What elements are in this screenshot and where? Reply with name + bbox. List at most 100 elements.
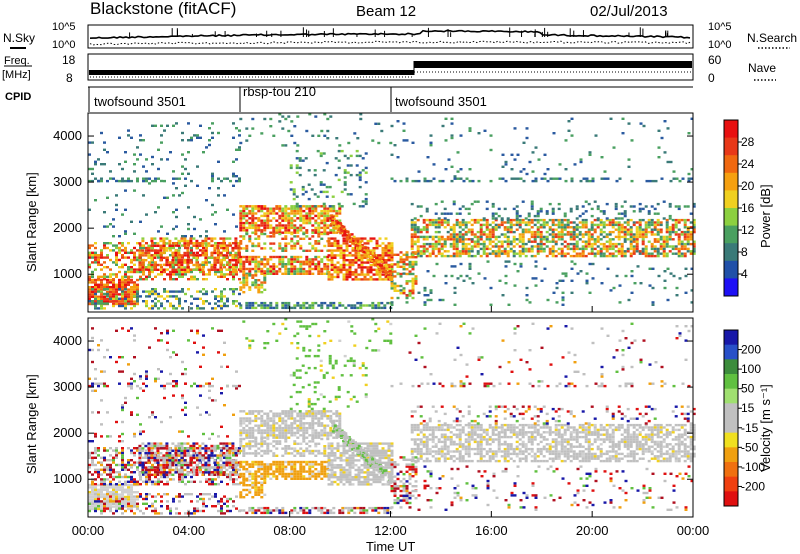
heatmap-cell: [305, 231, 309, 234]
heatmap-cell: [659, 238, 663, 241]
heatmap-cell: [545, 235, 549, 239]
heatmap-cell: [88, 466, 91, 469]
heatmap-cell: [205, 478, 208, 481]
heatmap-cell: [238, 483, 241, 486]
heatmap-cell: [178, 447, 181, 450]
heatmap-cell: [350, 233, 354, 236]
heatmap-cell: [525, 136, 529, 140]
heatmap-cell: [88, 246, 91, 250]
heatmap-cell: [530, 235, 534, 239]
heatmap-cell: [557, 207, 561, 211]
heatmap-cell: [369, 278, 373, 281]
heatmap-cell: [248, 209, 252, 213]
heatmap-cell: [150, 249, 154, 252]
heatmap-cell: [190, 139, 193, 142]
heatmap-cell: [162, 447, 166, 450]
heatmap-cell: [533, 230, 537, 234]
heatmap-cell: [330, 266, 334, 269]
heatmap-cell: [651, 267, 655, 270]
heatmap-cell: [169, 254, 172, 257]
heatmap-cell: [157, 478, 160, 481]
heatmap-cell: [534, 284, 538, 287]
heatmap-cell: [349, 173, 353, 177]
heatmap-cell: [296, 144, 300, 147]
heatmap-cell: [572, 235, 576, 239]
heatmap-cell: [518, 238, 522, 241]
heatmap-cell: [183, 266, 187, 269]
heatmap-cell: [494, 226, 498, 229]
heatmap-cell: [299, 270, 303, 273]
heatmap-cell: [97, 491, 100, 494]
heatmap-cell: [440, 223, 444, 227]
heatmap-cell: [560, 223, 564, 227]
heatmap-cell: [422, 250, 426, 253]
heatmap-cell: [257, 279, 261, 282]
heatmap-cell: [596, 235, 600, 239]
heatmap-cell: [106, 281, 109, 284]
heatmap-cell: [378, 258, 381, 261]
heatmap-cell: [503, 235, 507, 239]
heatmap-cell: [387, 254, 391, 257]
heatmap-cell: [106, 505, 109, 508]
heatmap-cell: [180, 261, 184, 264]
heatmap-cell: [437, 230, 441, 234]
heatmap-cell: [423, 294, 427, 297]
heatmap-cell: [570, 279, 574, 282]
heatmap-cell: [620, 228, 624, 231]
heatmap-cell: [186, 442, 190, 445]
heatmap-cell: [263, 276, 267, 279]
heatmap-cell: [666, 160, 670, 164]
heatmap-cell: [156, 444, 160, 448]
heatmap-cell: [237, 244, 241, 247]
heatmap-cell: [536, 245, 540, 248]
heatmap-cell: [665, 252, 669, 255]
heatmap-cell: [590, 233, 594, 236]
heatmap-cell: [675, 294, 679, 297]
heatmap-cell: [672, 177, 676, 180]
heatmap-cell: [686, 242, 690, 246]
heatmap-cell: [377, 267, 381, 270]
heatmap-cell: [222, 249, 226, 252]
heatmap-cell: [127, 447, 130, 450]
heatmap-cell: [106, 256, 109, 259]
heatmap-cell: [399, 251, 403, 254]
heatmap-cell: [351, 263, 355, 267]
heatmap-cell: [548, 228, 552, 231]
heatmap-cell: [162, 466, 166, 469]
heatmap-cell: [257, 288, 261, 291]
heatmap-cell: [390, 247, 394, 250]
heatmap-cell: [275, 304, 279, 307]
heatmap-cell: [153, 254, 157, 257]
heatmap-cell: [581, 250, 585, 253]
heatmap-cell: [429, 134, 433, 137]
heatmap-cell: [106, 498, 109, 501]
heatmap-cell: [299, 260, 303, 263]
heatmap-cell: [213, 256, 217, 259]
heatmap-cell: [281, 255, 285, 259]
heatmap-cell: [506, 240, 510, 243]
heatmap-cell: [184, 475, 187, 479]
heatmap-cell: [509, 242, 513, 246]
heatmap-cell: [109, 505, 112, 508]
heatmap-cell: [130, 295, 133, 298]
heatmap-cell: [345, 273, 349, 276]
heatmap-cell: [668, 230, 672, 234]
heatmap-cell: [434, 212, 438, 215]
heatmap-cell: [656, 230, 660, 234]
heatmap-cell: [638, 226, 642, 229]
heatmap-cell: [575, 205, 579, 208]
heatmap-cell: [509, 223, 513, 227]
heatmap-cell: [548, 233, 552, 236]
heatmap-cell: [533, 218, 537, 222]
heatmap-cell: [363, 266, 367, 269]
heatmap-cell: [626, 250, 630, 253]
heatmap-cell: [154, 471, 157, 474]
heatmap-cell: [656, 252, 660, 255]
heatmap-cell: [198, 449, 202, 452]
heatmap-cell: [228, 261, 232, 264]
heatmap-cell: [374, 304, 378, 307]
heatmap-cell: [366, 268, 370, 271]
heatmap-cell: [464, 245, 468, 248]
heatmap-cell: [183, 268, 187, 271]
heatmap-cell: [302, 209, 306, 213]
